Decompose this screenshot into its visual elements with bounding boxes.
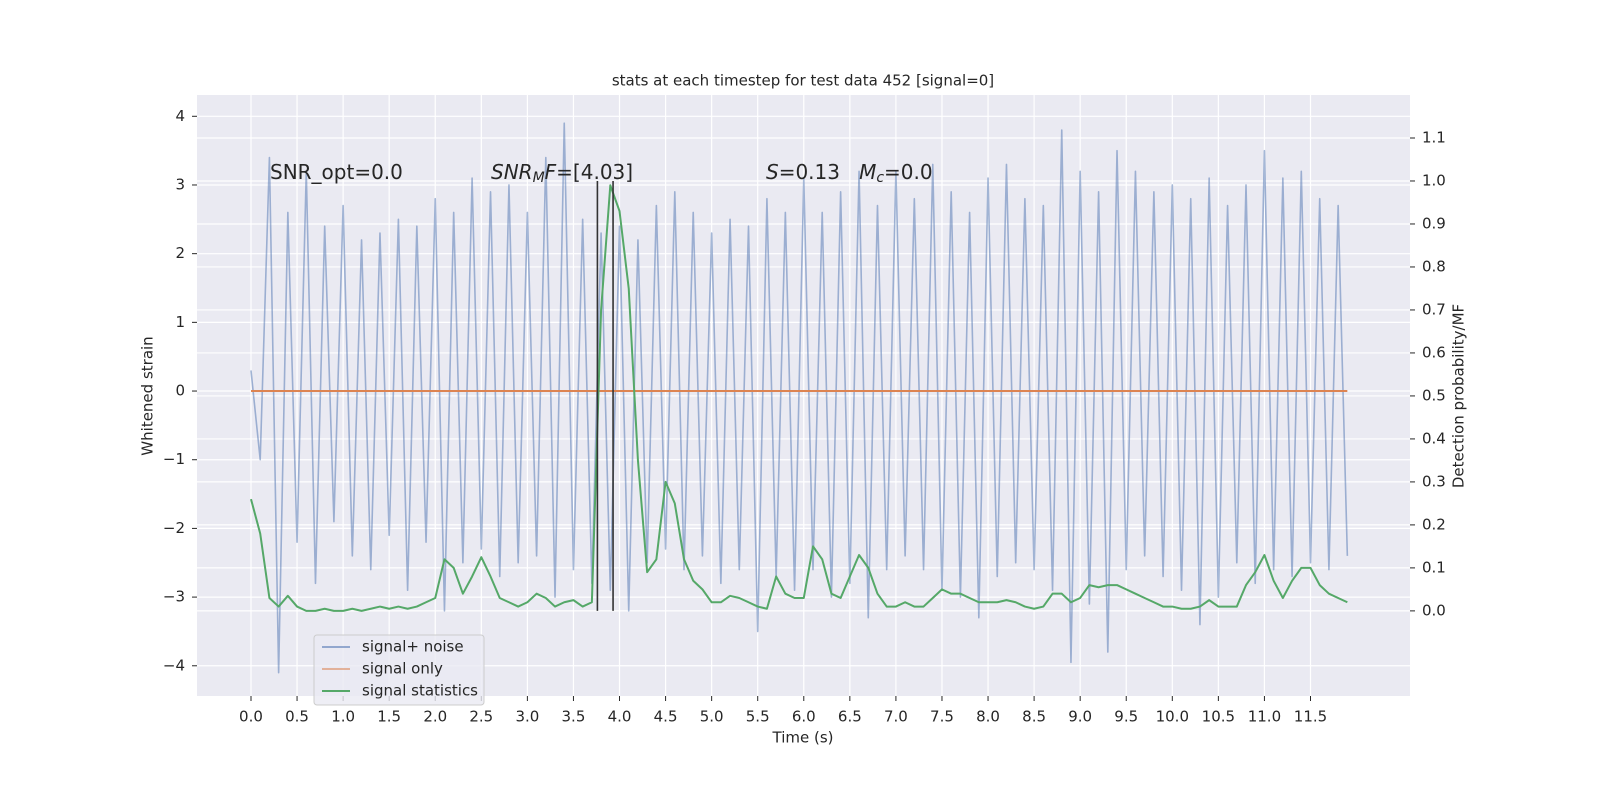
legend-label: signal only	[362, 660, 443, 678]
x-tick-label: 11.5	[1294, 708, 1327, 726]
y2-axis-label: Detection probability/MF	[1450, 304, 1468, 488]
y2-tick-label: 0.2	[1422, 515, 1446, 533]
y2-tick-label: 1.0	[1422, 171, 1446, 189]
legend-label: signal+ noise	[362, 638, 464, 656]
x-tick-label: 7.5	[930, 708, 954, 726]
x-axis-label: Time (s)	[772, 729, 834, 747]
y-tick-label: −3	[163, 588, 185, 606]
y2-tick-label: 0.1	[1422, 558, 1446, 576]
annotation: SNR_opt=0.0	[270, 160, 403, 184]
annotation-part: =0.0	[884, 160, 933, 184]
annotation-part: M	[859, 160, 876, 184]
x-tick-label: 4.5	[654, 708, 678, 726]
y-tick-label: 0	[175, 382, 185, 400]
annotation-part: SNR	[491, 160, 533, 184]
y-tick-label: 1	[175, 313, 185, 331]
annotation-part: S	[766, 160, 779, 184]
y2-tick-label: 0.9	[1422, 214, 1446, 232]
y2-tick-label: 0.3	[1422, 472, 1446, 490]
y2-tick-label: 0.5	[1422, 386, 1446, 404]
annotation-part: c	[876, 170, 884, 186]
x-tick-label: 1.0	[331, 708, 355, 726]
y2-tick-label: 0.4	[1422, 429, 1446, 447]
annotation-part: =0.13	[779, 160, 859, 184]
y-tick-label: 3	[175, 175, 185, 193]
y2-tick-label: 0.6	[1422, 343, 1446, 361]
x-tick-label: 3.0	[515, 708, 539, 726]
x-tick-label: 1.5	[377, 708, 401, 726]
x-tick-label: 0.0	[239, 708, 263, 726]
x-tick-label: 6.5	[838, 708, 862, 726]
y2-tick-label: 0.8	[1422, 257, 1446, 275]
legend-label: signal statistics	[362, 682, 478, 700]
x-tick-label: 10.0	[1156, 708, 1189, 726]
y-axis-label: Whitened strain	[139, 336, 157, 455]
x-tick-label: 5.0	[700, 708, 724, 726]
x-tick-label: 4.0	[608, 708, 632, 726]
annotation-part: M	[533, 170, 545, 186]
chart-title: stats at each timestep for test data 452…	[612, 72, 994, 90]
y2-tick-label: 1.1	[1422, 128, 1446, 146]
x-tick-label: 8.0	[976, 708, 1000, 726]
x-tick-label: 7.0	[884, 708, 908, 726]
x-tick-label: 11.0	[1248, 708, 1281, 726]
annotation: S=0.13 Mc=0.0	[766, 160, 933, 187]
legend-box	[313, 634, 485, 706]
annotation-part: SNR_opt=0.0	[270, 160, 403, 184]
annotation-part: F	[545, 160, 557, 184]
x-tick-label: 10.5	[1202, 708, 1235, 726]
y-tick-label: 4	[175, 107, 185, 125]
y2-tick-label: 0.0	[1422, 601, 1446, 619]
y-tick-label: −2	[163, 519, 185, 537]
annotation: SNRMF=[4.03]	[491, 160, 633, 187]
x-tick-label: 9.0	[1068, 708, 1092, 726]
x-tick-label: 6.0	[792, 708, 816, 726]
y-tick-label: −1	[163, 450, 185, 468]
x-tick-label: 5.5	[746, 708, 770, 726]
annotation-part: =[4.03]	[556, 160, 633, 184]
marks	[250, 122, 1349, 674]
y2-tick-label: 0.7	[1422, 300, 1446, 318]
y-tick-label: −4	[163, 656, 185, 674]
series-line	[250, 122, 1349, 674]
x-tick-label: 3.5	[562, 708, 586, 726]
x-tick-label: 2.0	[423, 708, 447, 726]
x-tick-label: 8.5	[1022, 708, 1046, 726]
series-line	[250, 184, 1348, 612]
x-tick-label: 9.5	[1114, 708, 1138, 726]
x-tick-label: 0.5	[285, 708, 309, 726]
x-tick-label: 2.5	[469, 708, 493, 726]
y-tick-label: 2	[175, 244, 185, 262]
